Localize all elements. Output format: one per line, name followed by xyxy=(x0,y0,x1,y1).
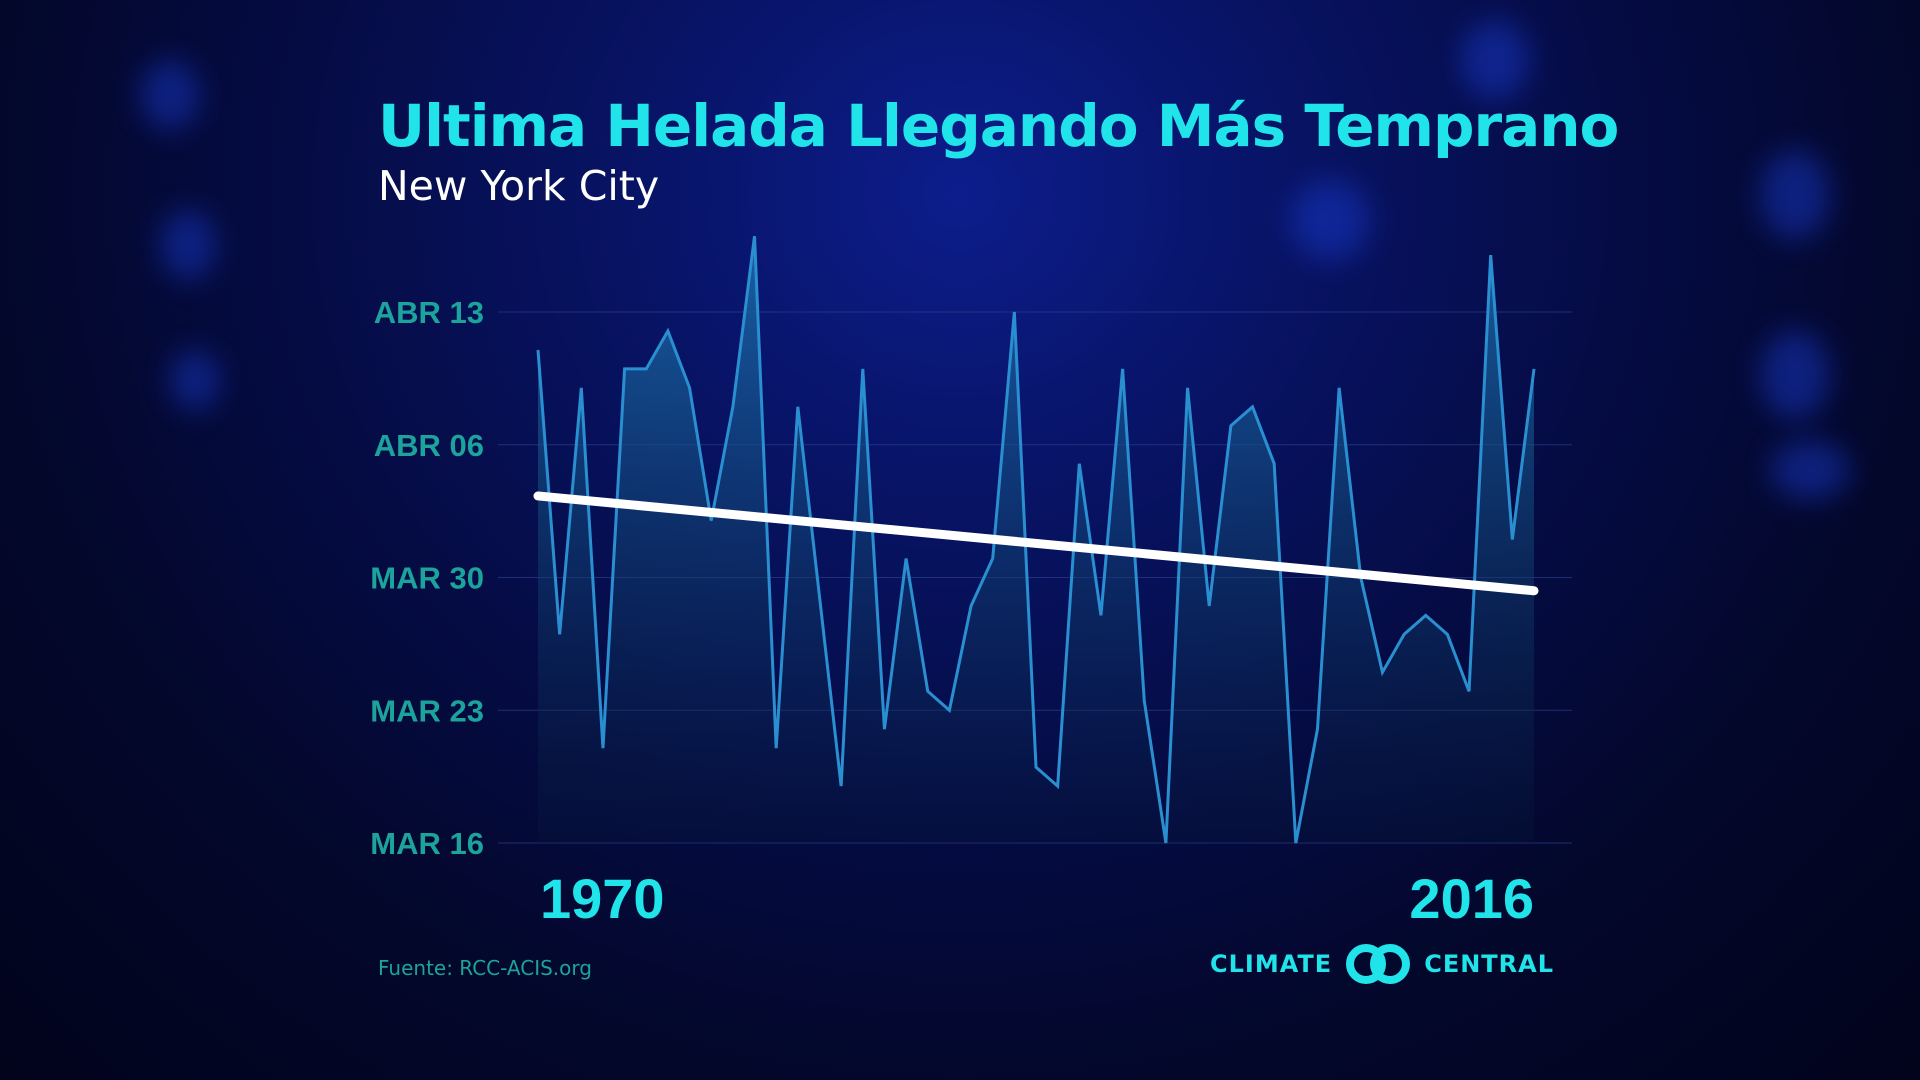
double-ring-logo-icon xyxy=(1346,944,1411,984)
y-tick-label: ABR 13 xyxy=(374,295,484,330)
source-note: Fuente: RCC-ACIS.org xyxy=(378,956,592,980)
bokeh-light xyxy=(140,60,200,130)
x-axis: 1970 2016 xyxy=(540,867,1534,930)
trend-line xyxy=(533,491,1539,596)
y-axis: MAR 16 MAR 23 MAR 30 ABR 06 ABR 13 xyxy=(370,295,484,861)
y-tick-label: MAR 30 xyxy=(370,561,484,596)
bokeh-light xyxy=(160,210,216,280)
climate-central-logo: CLIMATE CENTRAL xyxy=(1210,942,1554,986)
bokeh-light xyxy=(1770,440,1850,500)
bokeh-light xyxy=(1460,20,1530,100)
x-tick-label: 1970 xyxy=(540,867,665,930)
chart-title: Ultima Helada Llegando Más Temprano xyxy=(378,92,1619,160)
series-points xyxy=(537,236,1535,844)
x-tick-label: 2016 xyxy=(1409,867,1534,930)
series-area-fill xyxy=(538,236,1534,844)
trend xyxy=(533,491,1539,596)
chart-subtitle: New York City xyxy=(378,162,660,210)
y-tick-label: MAR 16 xyxy=(370,826,484,861)
brand-left-text: CLIMATE xyxy=(1210,950,1333,978)
series-area xyxy=(538,236,1534,844)
bokeh-light xyxy=(1760,330,1830,420)
y-tick-label: ABR 06 xyxy=(374,428,484,463)
bokeh-light xyxy=(1290,180,1370,260)
bokeh-light xyxy=(170,350,220,410)
bokeh-light xyxy=(1760,150,1830,240)
brand-right-text: CENTRAL xyxy=(1424,950,1555,978)
y-tick-label: MAR 23 xyxy=(370,693,484,728)
